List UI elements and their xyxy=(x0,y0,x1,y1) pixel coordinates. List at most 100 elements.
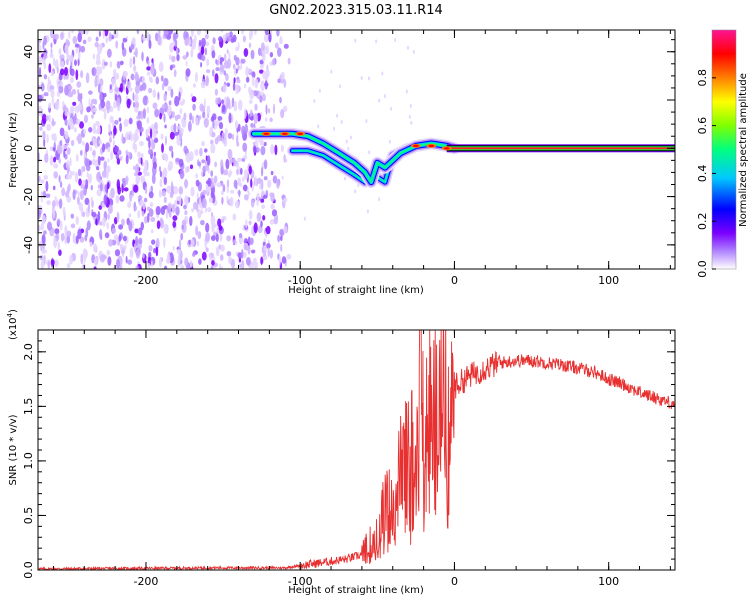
noise-blob xyxy=(70,223,76,229)
noise-blob xyxy=(274,144,278,156)
noise-blob xyxy=(123,82,125,92)
noise-blob xyxy=(67,85,73,90)
noise-blob xyxy=(138,199,145,207)
noise-blob xyxy=(134,134,140,142)
noise-blob xyxy=(135,235,139,246)
x-tick-label: -100 xyxy=(288,575,313,588)
y-tick-label: -40 xyxy=(22,236,35,254)
noise-blob xyxy=(251,249,256,254)
noise-blob xyxy=(126,98,131,109)
noise-blob xyxy=(109,133,112,143)
hot-spot-core xyxy=(428,144,435,148)
noise-speck xyxy=(388,139,391,144)
noise-blob xyxy=(244,194,249,201)
noise-blob xyxy=(270,144,275,155)
noise-blob xyxy=(70,68,75,77)
noise-blob xyxy=(150,216,156,223)
noise-blob xyxy=(220,266,223,269)
noise-blob xyxy=(195,225,199,236)
noise-blob xyxy=(189,164,194,170)
noise-blob xyxy=(53,133,57,143)
noise-blob xyxy=(161,83,165,91)
noise-blob xyxy=(91,211,97,218)
noise-blob xyxy=(143,197,148,203)
noise-blob xyxy=(170,88,174,98)
noise-blob xyxy=(197,231,202,240)
noise-blob xyxy=(159,166,161,172)
noise-blob xyxy=(113,217,118,225)
noise-blob xyxy=(128,220,133,232)
noise-blob xyxy=(216,134,222,142)
noise-blob xyxy=(263,141,267,147)
colorbar-tick-label: 0.6 xyxy=(696,117,709,135)
noise-blob xyxy=(76,196,80,205)
noise-blob xyxy=(266,243,271,249)
noise-blob xyxy=(277,78,281,84)
noise-blob xyxy=(58,146,63,155)
noise-speck xyxy=(378,98,381,103)
noise-blob xyxy=(182,98,186,104)
noise-blob xyxy=(234,67,237,76)
noise-blob xyxy=(116,61,121,69)
noise-blob xyxy=(250,122,254,128)
noise-blob xyxy=(146,256,149,262)
noise-blob xyxy=(38,43,42,54)
noise-blob xyxy=(125,154,129,165)
noise-blob xyxy=(226,251,232,257)
noise-blob xyxy=(62,206,66,217)
noise-blob xyxy=(107,158,110,163)
noise-blob xyxy=(48,63,52,74)
noise-blob xyxy=(199,147,203,157)
noise-blob xyxy=(166,253,171,264)
noise-blob xyxy=(202,111,206,119)
noise-blob xyxy=(179,168,185,180)
noise-blob xyxy=(104,232,110,239)
noise-blob xyxy=(218,225,223,231)
noise-blob xyxy=(238,99,243,111)
noise-blob xyxy=(75,153,79,162)
noise-blob xyxy=(148,148,153,155)
noise-blob xyxy=(147,212,150,223)
noise-blob xyxy=(71,171,75,176)
noise-blob xyxy=(272,175,278,184)
noise-blob xyxy=(146,106,150,114)
noise-blob xyxy=(49,146,54,151)
noise-blob xyxy=(159,112,163,120)
noise-blob xyxy=(97,155,101,166)
noise-blob xyxy=(212,69,215,77)
noise-blob xyxy=(96,125,101,135)
noise-blob xyxy=(231,133,235,141)
noise-blob xyxy=(78,44,81,53)
noise-blob xyxy=(245,218,248,229)
noise-blob xyxy=(167,85,172,92)
noise-blob xyxy=(238,189,241,198)
noise-blob xyxy=(239,263,242,268)
noise-blob xyxy=(267,179,272,188)
noise-blob xyxy=(138,237,143,244)
noise-blob xyxy=(100,182,103,192)
noise-blob xyxy=(58,85,64,94)
noise-blob xyxy=(49,53,54,59)
noise-blob xyxy=(189,215,193,227)
noise-blob xyxy=(122,235,127,242)
noise-blob xyxy=(202,189,207,195)
noise-speck xyxy=(285,158,288,163)
noise-speck xyxy=(410,120,413,125)
noise-blob xyxy=(172,245,175,251)
noise-speck xyxy=(412,49,415,54)
hot-spot-core xyxy=(412,144,419,148)
noise-blob xyxy=(237,42,240,51)
noise-blob xyxy=(261,166,264,177)
noise-blob xyxy=(85,179,89,190)
noise-blob xyxy=(226,35,231,42)
noise-blob xyxy=(147,262,151,269)
noise-blob xyxy=(233,77,236,84)
noise-blob xyxy=(153,247,157,254)
noise-blob xyxy=(78,178,82,186)
noise-blob xyxy=(247,190,250,197)
noise-blob xyxy=(259,95,263,103)
noise-blob xyxy=(191,208,195,213)
noise-blob xyxy=(59,60,65,68)
noise-blob xyxy=(190,49,194,58)
noise-blob xyxy=(43,175,49,180)
